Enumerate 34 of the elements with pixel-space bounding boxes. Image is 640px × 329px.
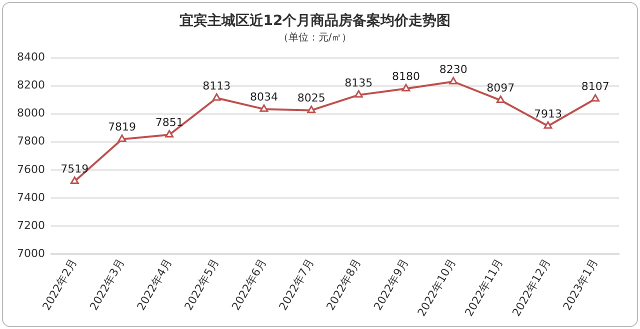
y-tick-label: 7400 xyxy=(16,190,45,204)
data-label: 8034 xyxy=(250,90,278,104)
point xyxy=(165,130,174,138)
data-label: 7851 xyxy=(155,116,184,130)
point xyxy=(212,93,221,101)
point xyxy=(449,76,458,84)
data-label: 7819 xyxy=(108,120,136,134)
point xyxy=(402,84,410,92)
point xyxy=(118,134,126,142)
data-label: 7519 xyxy=(60,162,89,176)
chart-title: 宜宾主城区近12个月商品房备案均价走势图 xyxy=(179,12,451,30)
y-tick-label: 7000 xyxy=(16,246,45,260)
data-label: 8107 xyxy=(581,80,610,94)
data-label: 8135 xyxy=(344,76,373,90)
data-label: 8025 xyxy=(297,92,326,105)
data-label: 8097 xyxy=(486,82,515,95)
point xyxy=(70,176,79,184)
point xyxy=(544,121,552,129)
point xyxy=(496,96,505,104)
data-label: 8230 xyxy=(439,62,468,76)
point xyxy=(591,94,600,102)
chart-subtitle: （单位：元/㎡） xyxy=(278,31,352,44)
y-tick-label: 7600 xyxy=(16,162,45,176)
y-tick-label: 8400 xyxy=(16,50,45,64)
y-tick-label: 8200 xyxy=(16,78,45,92)
point xyxy=(354,90,363,98)
point xyxy=(260,104,268,112)
y-tick-label: 7200 xyxy=(16,218,45,232)
data-label: 8180 xyxy=(392,70,420,83)
y-tick-label: 8000 xyxy=(16,106,45,120)
y-tick-label: 7800 xyxy=(16,134,45,148)
data-label: 7913 xyxy=(534,107,562,120)
data-label: 8113 xyxy=(202,79,231,92)
point xyxy=(307,106,316,114)
